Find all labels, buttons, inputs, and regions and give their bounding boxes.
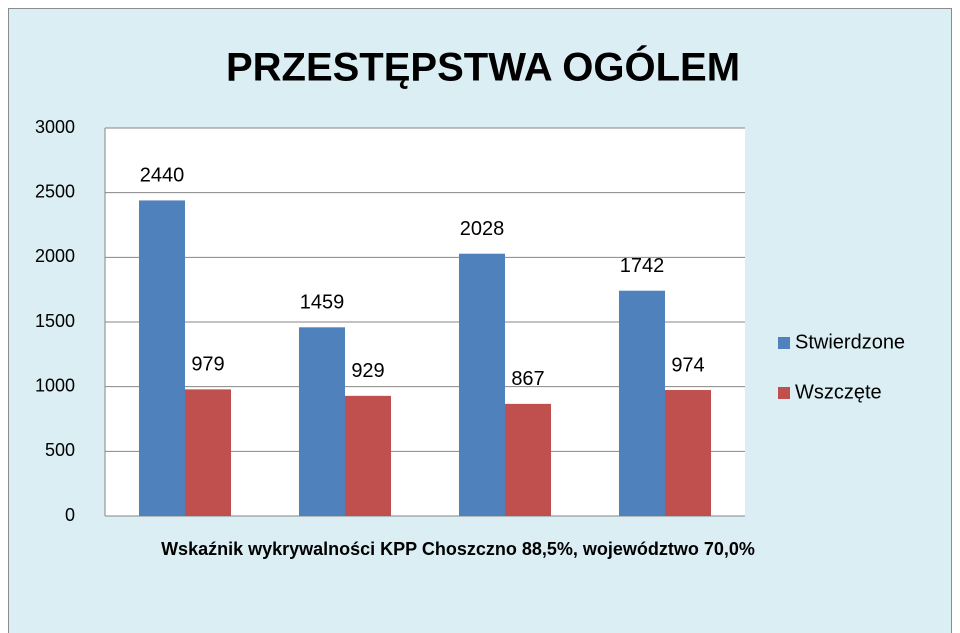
legend-label: Stwierdzone — [795, 331, 905, 353]
bar — [185, 389, 231, 516]
data-label: 979 — [191, 354, 224, 376]
data-label: 1459 — [300, 292, 345, 314]
bar — [299, 327, 345, 516]
y-tick-label: 2000 — [35, 246, 75, 266]
bar — [139, 200, 185, 516]
bar — [345, 395, 391, 516]
y-tick-label: 2500 — [35, 181, 75, 201]
x-axis-title: Wskaźnik wykrywalności KPP Choszczno 88,… — [161, 539, 755, 559]
legend-swatch — [778, 337, 790, 349]
data-label: 1742 — [620, 255, 665, 277]
bar — [459, 253, 505, 516]
y-tick-label: 1500 — [35, 311, 75, 331]
legend-swatch — [778, 387, 790, 399]
data-label: 867 — [511, 368, 544, 390]
y-tick-label: 500 — [45, 440, 75, 460]
y-tick-label: 1000 — [35, 375, 75, 395]
bar — [619, 290, 665, 516]
y-tick-label: 0 — [65, 505, 75, 525]
data-label: 974 — [671, 354, 704, 376]
y-tick-label: 3000 — [35, 117, 75, 137]
data-label: 2440 — [140, 165, 185, 187]
data-label: 2028 — [460, 218, 505, 240]
chart-title: PRZESTĘPSTWA OGÓLEM — [226, 44, 740, 90]
bar — [505, 403, 551, 516]
data-label: 929 — [351, 360, 384, 382]
legend-label: Wszczęte — [795, 381, 882, 403]
bar — [665, 390, 711, 516]
